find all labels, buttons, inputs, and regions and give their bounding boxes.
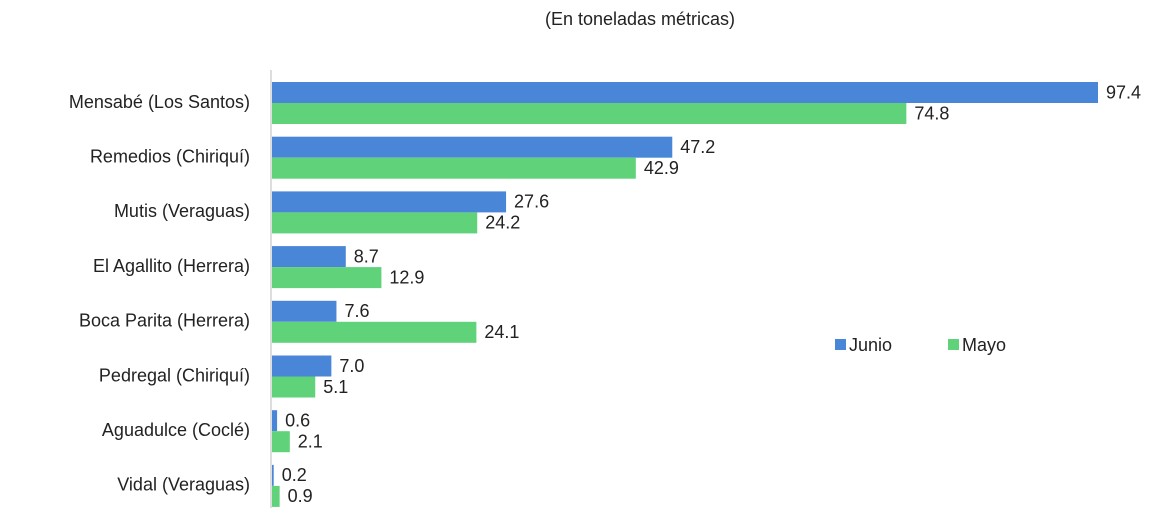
data-label: 5.1 (323, 377, 348, 397)
bar (272, 300, 337, 322)
bar (272, 191, 507, 213)
y-tick-label: Mensabé (Los Santos) (69, 92, 250, 112)
y-tick-label: Mutis (Veraguas) (114, 201, 250, 221)
data-label: 24.1 (484, 322, 519, 342)
data-label: 7.0 (339, 356, 364, 376)
data-label: 27.6 (514, 192, 549, 212)
legend-label: Mayo (962, 335, 1006, 355)
data-label: 8.7 (354, 246, 379, 266)
data-label: 2.1 (298, 431, 323, 451)
y-tick-label: Vidal (Veraguas) (117, 475, 250, 495)
data-label: 24.2 (485, 213, 520, 233)
data-label: 0.9 (288, 486, 313, 506)
y-tick-label: Pedregal (Chiriquí) (99, 365, 250, 385)
bar (272, 136, 673, 158)
y-tick-label: El Agallito (Herrera) (93, 256, 250, 276)
bar (272, 246, 346, 268)
bar (272, 376, 316, 398)
bar (272, 82, 1098, 103)
bar (272, 103, 907, 124)
data-label: 12.9 (389, 267, 424, 287)
bar (272, 267, 382, 289)
y-tick-label: Boca Parita (Herrera) (79, 311, 250, 331)
bar (272, 410, 278, 432)
chart-title: (En toneladas métricas) (545, 9, 735, 29)
bar (272, 431, 290, 453)
y-tick-label: Aguadulce (Coclé) (102, 420, 250, 440)
data-label: 47.2 (680, 137, 715, 157)
y-tick-label: Remedios (Chiriquí) (90, 146, 250, 166)
data-label: 74.8 (914, 103, 949, 123)
legend-swatch (948, 339, 959, 350)
data-label: 42.9 (644, 158, 679, 178)
data-label: 0.2 (282, 465, 307, 485)
data-label: 0.6 (285, 410, 310, 430)
bar (272, 157, 636, 179)
legend-label: Junio (849, 335, 892, 355)
legend-swatch (835, 339, 846, 350)
data-label: 7.6 (344, 301, 369, 321)
data-label: 97.4 (1106, 82, 1141, 102)
bar (272, 464, 274, 486)
bar (272, 212, 478, 234)
bar (272, 355, 332, 377)
bar (272, 321, 477, 343)
bar (272, 485, 280, 507)
